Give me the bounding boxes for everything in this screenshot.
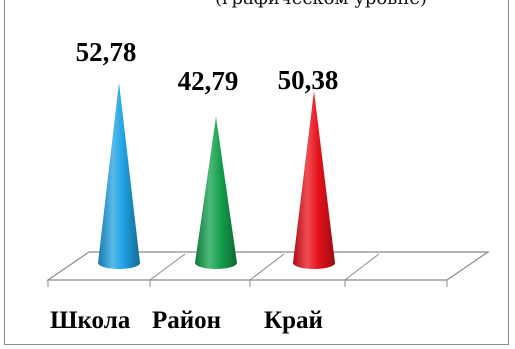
category-label-1: Школа [50,307,131,334]
value-label-2: 42,79 [178,66,239,96]
category-label-2: Район [152,307,221,334]
value-label-1: 52,78 [76,37,137,67]
cone-1 [98,82,140,269]
value-label-3: 50,38 [278,65,339,95]
cropped-header-text: (графическом уровне) [215,0,427,9]
floor-divider [149,253,186,281]
floor-divider [344,253,380,281]
category-label-3: Край [264,307,323,334]
cone-2 [195,116,237,269]
floor-divider [249,253,285,281]
cone-3 [293,90,335,269]
